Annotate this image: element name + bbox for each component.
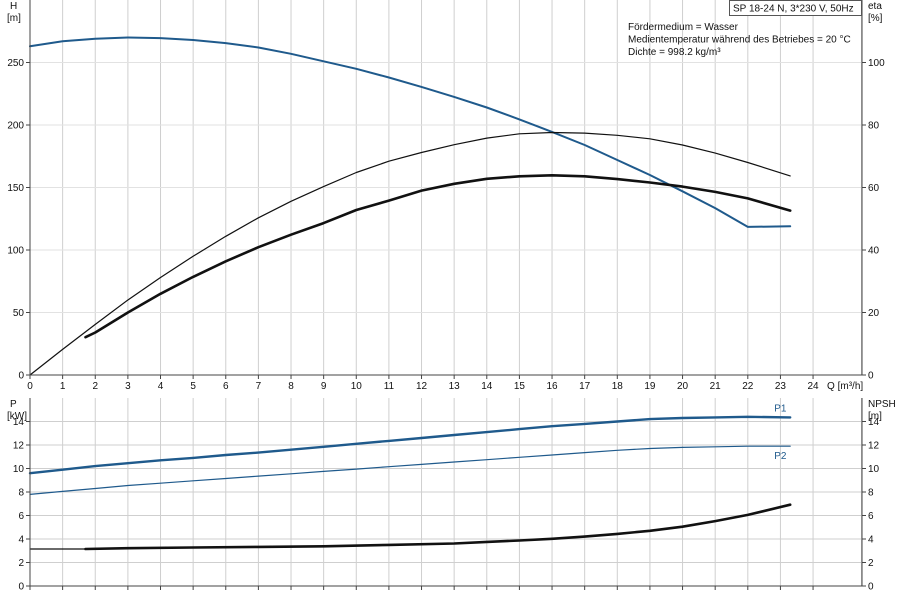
x-tick-label: 22 — [742, 381, 754, 392]
grid-layer — [30, 0, 862, 586]
x-tick-label: 15 — [514, 381, 526, 392]
pump-title-box — [729, 0, 862, 16]
lower-left-tick-label: 8 — [18, 488, 24, 499]
lower-right-tick-label: 14 — [868, 417, 880, 428]
x-tick-label: 9 — [321, 381, 327, 392]
x-tick-label: 12 — [416, 381, 428, 392]
upper-right-tick-label: 60 — [868, 183, 880, 194]
x-tick-label: 20 — [677, 381, 689, 392]
x-tick-label: 2 — [92, 381, 98, 392]
lower-right-tick-label: 8 — [868, 488, 874, 499]
upper-series-2-curve — [84, 174, 792, 339]
medium-info-line: Dichte = 998.2 kg/m³ — [628, 47, 721, 58]
lower-right-tick-label: 12 — [868, 441, 880, 452]
x-tick-label: 18 — [612, 381, 624, 392]
lower-left-tick-label: 6 — [18, 511, 24, 522]
upper-right-tick-label: 80 — [868, 121, 880, 132]
lower-left-tick-label: 14 — [13, 417, 25, 428]
x-tick-label: 13 — [449, 381, 461, 392]
lower-series-2-curve — [84, 503, 792, 551]
upper-right-tick-label: 0 — [868, 371, 874, 382]
upper-series-1-curve — [29, 131, 791, 376]
x-tick-label: 24 — [807, 381, 819, 392]
upper-left-tick-label: 0 — [18, 371, 24, 382]
axes-layer — [26, 0, 866, 590]
upper-left-axis-symbol: H — [10, 1, 17, 12]
x-tick-label: 14 — [481, 381, 493, 392]
lower-left-axis-unit: [kW] — [7, 411, 27, 422]
pump-title: SP 18-24 N, 3*230 V, 50Hz — [733, 4, 854, 15]
lower-left-tick-label: 10 — [13, 464, 25, 475]
x-tick-label: 11 — [384, 381, 395, 392]
series-label-p2: P2 — [774, 451, 787, 462]
x-tick-label: 7 — [256, 381, 262, 392]
upper-right-axis-symbol: eta — [868, 1, 882, 12]
upper-left-tick-label: 50 — [13, 308, 25, 319]
upper-right-axis-unit: [%] — [868, 13, 883, 24]
lower-right-tick-label: 6 — [868, 511, 874, 522]
x-tick-label: 23 — [775, 381, 787, 392]
lower-left-tick-label: 0 — [18, 582, 24, 593]
x-tick-label: 16 — [546, 381, 558, 392]
upper-left-tick-label: 200 — [7, 121, 24, 132]
upper-series-0-curve — [29, 36, 792, 228]
lower-left-tick-label: 4 — [18, 535, 24, 546]
x-tick-label: 3 — [125, 381, 131, 392]
lower-right-tick-label: 2 — [868, 558, 874, 569]
series-label-p1: P1 — [774, 403, 787, 414]
lower-right-tick-label: 4 — [868, 535, 874, 546]
upper-left-tick-label: 150 — [7, 183, 24, 194]
lower-left-axis-symbol: P — [10, 399, 17, 410]
x-tick-label: 0 — [27, 381, 33, 392]
x-tick-label: 17 — [579, 381, 591, 392]
lower-right-axis-symbol: NPSH — [868, 399, 896, 410]
upper-left-tick-label: 250 — [7, 58, 24, 69]
x-tick-label: 5 — [190, 381, 196, 392]
lower-left-tick-label: 2 — [18, 558, 24, 569]
x-tick-label: 1 — [60, 381, 66, 392]
upper-right-tick-label: 40 — [868, 246, 880, 257]
lower-right-tick-label: 10 — [868, 464, 880, 475]
upper-left-axis-unit: [m] — [7, 13, 21, 24]
curves-layer — [28, 36, 792, 551]
upper-right-tick-label: 20 — [868, 308, 880, 319]
x-axis-unit-label: Q [m³/h] — [827, 381, 863, 392]
x-tick-label: 19 — [644, 381, 656, 392]
x-tick-label: 8 — [288, 381, 294, 392]
lower-left-tick-label: 12 — [13, 441, 25, 452]
x-tick-label: 10 — [351, 381, 363, 392]
x-tick-label: 6 — [223, 381, 229, 392]
lower-series-p2-curve — [29, 445, 791, 495]
medium-info-line: Medientemperatur während des Betriebes =… — [628, 35, 851, 46]
upper-right-tick-label: 100 — [868, 58, 885, 69]
medium-info-line: Fördermedium = Wasser — [628, 22, 739, 33]
lower-right-axis-unit: [m] — [868, 411, 882, 422]
x-tick-label: 4 — [158, 381, 164, 392]
lower-series-p1-curve — [28, 415, 792, 475]
lower-right-tick-label: 0 — [868, 582, 874, 593]
x-tick-label: 21 — [710, 381, 722, 392]
upper-left-tick-label: 100 — [7, 246, 24, 257]
